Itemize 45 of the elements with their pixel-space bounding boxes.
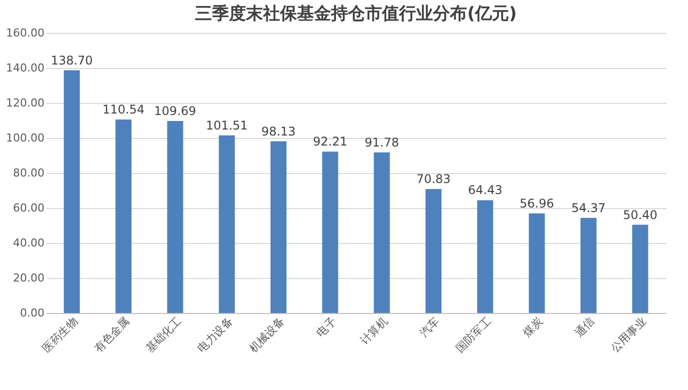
data-label: 50.40 — [622, 208, 658, 222]
bar — [580, 218, 596, 313]
x-tick-label: 通信 — [572, 314, 597, 340]
data-label: 54.37 — [571, 200, 606, 215]
x-tick-label: 汽车 — [417, 314, 442, 340]
x-tick-label: 基础化工 — [143, 314, 184, 356]
x-tick-label: 机械设备 — [246, 314, 287, 356]
x-tick-label: 国防军工 — [453, 314, 494, 356]
data-label: 110.54 — [102, 102, 144, 117]
bar — [477, 200, 494, 313]
data-label: 56.96 — [520, 196, 554, 210]
x-tick-label: 公用事业 — [608, 314, 649, 356]
bar — [64, 70, 80, 313]
data-label: 98.13 — [261, 124, 296, 138]
bar — [116, 120, 132, 313]
data-label: 101.51 — [206, 118, 248, 132]
bar — [167, 121, 184, 313]
data-label: 91.78 — [364, 135, 400, 150]
x-tick-label: 计算机 — [358, 314, 390, 348]
y-tick-label: 140.00 — [6, 62, 44, 74]
y-tick-label: 40.00 — [13, 236, 44, 250]
y-tick-label: 20.00 — [13, 272, 44, 284]
y-tick-label: 120.00 — [6, 96, 44, 110]
chart-title: 三季度末社保基金持仓市值行业分布(亿元) — [195, 4, 517, 24]
bar — [632, 224, 648, 313]
y-tick-label: 0.00 — [20, 306, 44, 320]
x-tick-label: 电子 — [314, 314, 339, 340]
y-tick-label: 160.00 — [6, 26, 44, 40]
data-label: 92.21 — [312, 134, 348, 149]
data-label: 138.70 — [50, 53, 93, 68]
x-tick-label: 有色金属 — [92, 314, 132, 356]
y-tick-label: 100.00 — [6, 132, 44, 144]
bar — [270, 141, 286, 313]
y-tick-label: 80.00 — [13, 166, 44, 180]
x-tick-label: 电力设备 — [195, 314, 236, 356]
bar — [374, 152, 390, 313]
x-tick-label: 煤炭 — [520, 314, 546, 340]
bar — [426, 189, 442, 313]
data-label: 64.43 — [468, 183, 502, 198]
bar — [218, 135, 235, 313]
data-label: 70.83 — [416, 172, 451, 186]
bar — [528, 213, 545, 313]
data-label: 109.69 — [154, 104, 196, 118]
y-tick-label: 60.00 — [13, 202, 44, 214]
bar — [322, 152, 338, 313]
